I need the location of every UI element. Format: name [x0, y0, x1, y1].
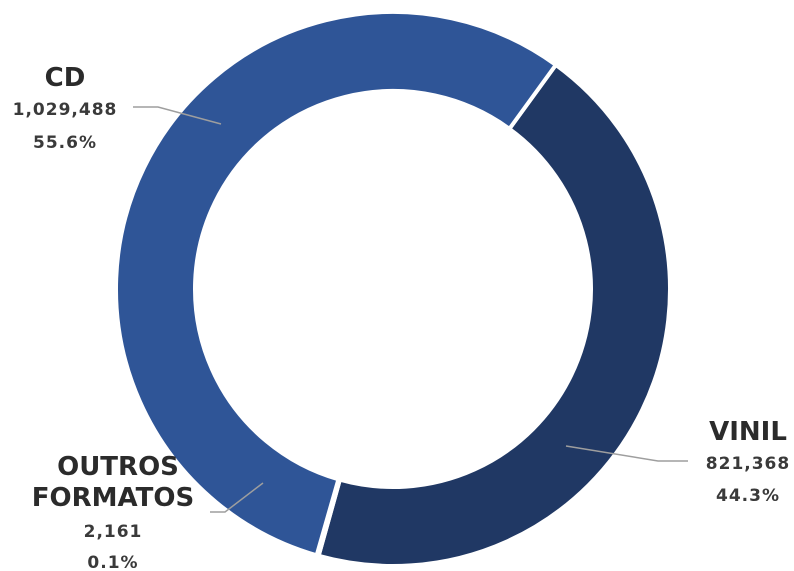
leader-line-vinil	[565, 445, 688, 462]
label-outros-value: 2,161	[84, 522, 143, 542]
label-vinil: VINIL 821,368 44.3%	[565, 417, 790, 506]
label-vinil-value: 821,368	[706, 454, 790, 474]
donut-slices	[114, 10, 672, 568]
slice-vinil	[316, 62, 672, 568]
label-outros-formatos: OUTROS FORMATOS 2,161 0.1%	[32, 452, 264, 571]
slice-cd	[114, 10, 559, 558]
label-outros-name-line2: FORMATOS	[32, 483, 194, 513]
label-vinil-percent: 44.3%	[716, 486, 780, 506]
label-vinil-name: VINIL	[709, 417, 787, 447]
label-cd-percent: 55.6%	[33, 133, 97, 153]
leader-line-cd	[133, 106, 222, 125]
label-outros-percent: 0.1%	[87, 553, 138, 571]
leader-line-outros	[210, 482, 264, 513]
label-cd-value: 1,029,488	[13, 100, 118, 120]
label-outros-name-line1: OUTROS	[57, 452, 179, 482]
label-cd-name: CD	[45, 63, 86, 93]
label-cd: CD 1,029,488 55.6%	[13, 63, 222, 153]
